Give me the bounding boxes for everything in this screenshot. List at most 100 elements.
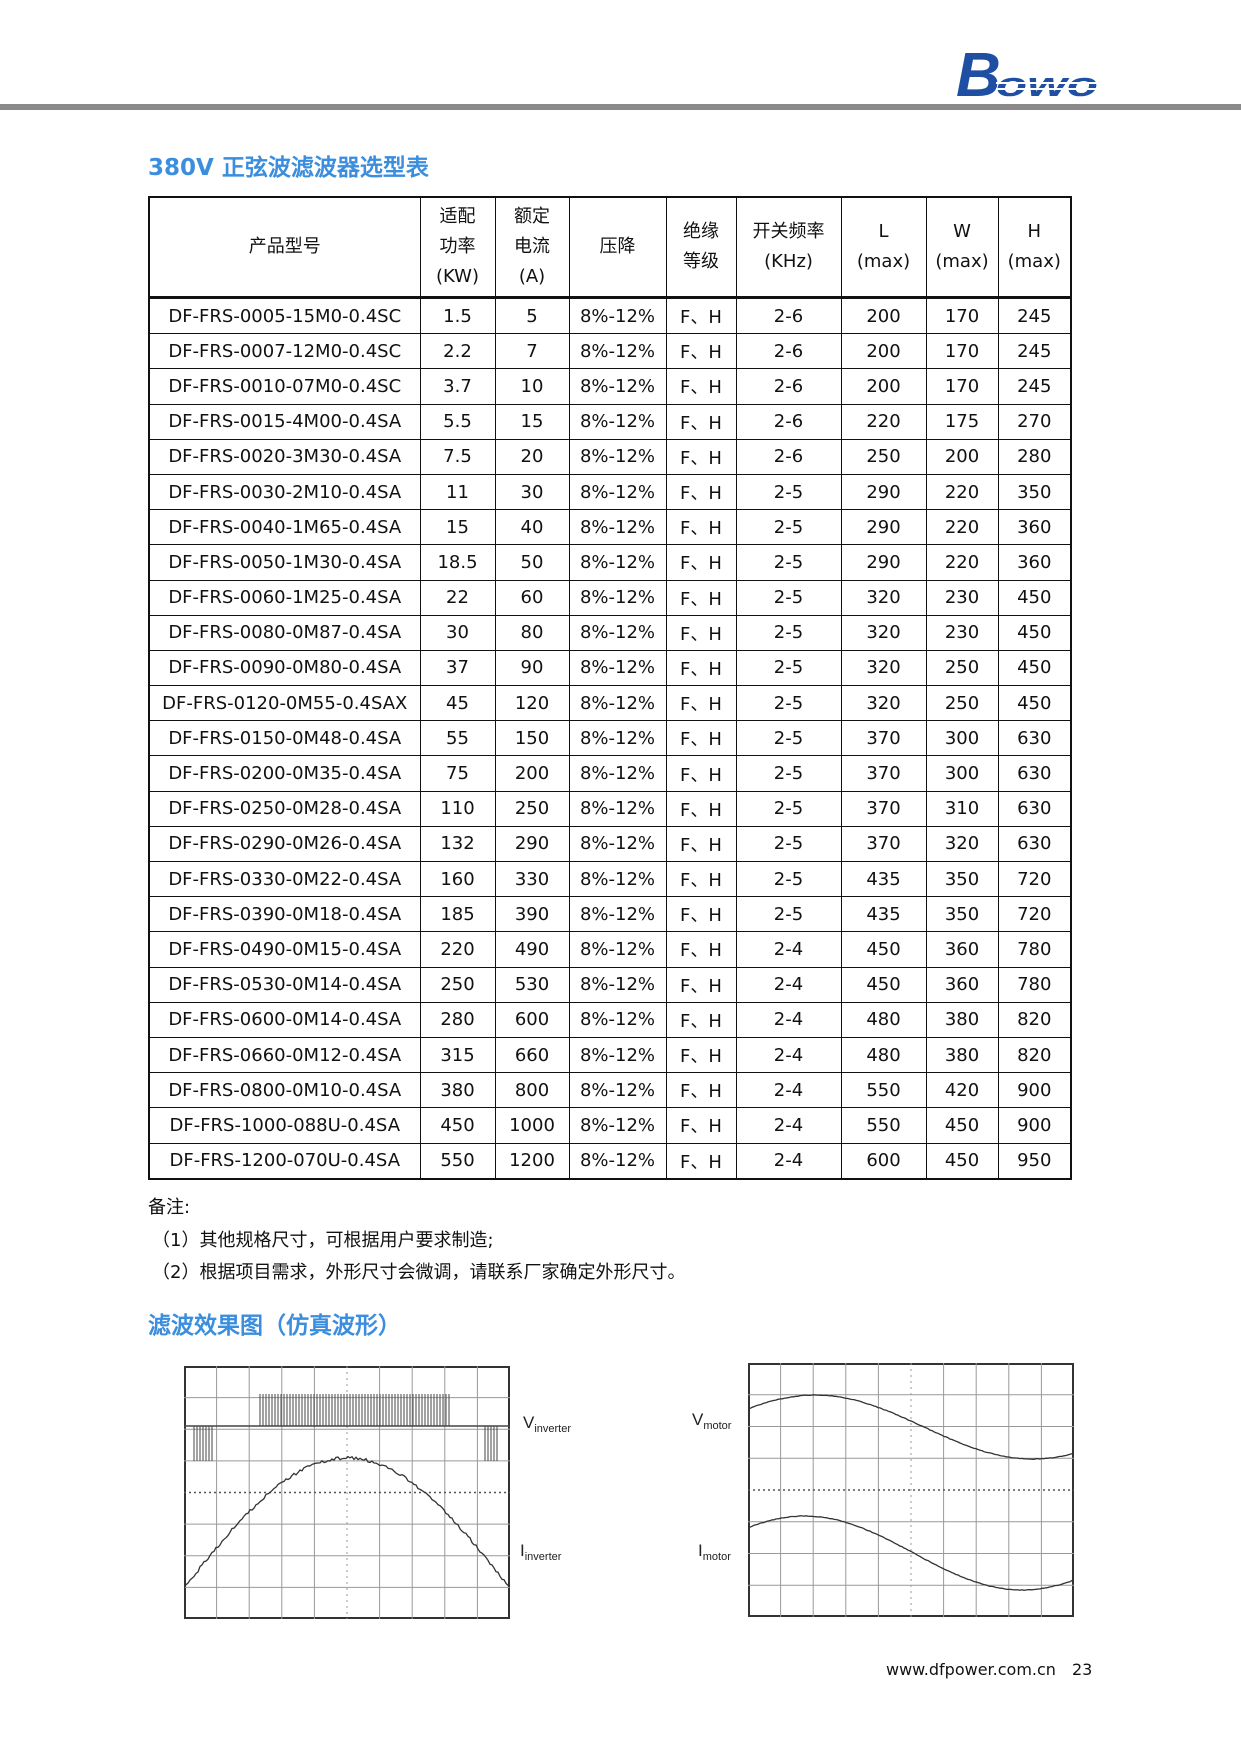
table-cell: 2-6 bbox=[736, 298, 841, 334]
inverter-waveform-scope bbox=[184, 1366, 510, 1619]
table-cell: DF-FRS-0050-1M30-0.4SA bbox=[149, 545, 420, 580]
table-cell: DF-FRS-0150-0M48-0.4SA bbox=[149, 721, 420, 756]
table-cell: 630 bbox=[998, 791, 1071, 826]
table-cell: 2-5 bbox=[736, 756, 841, 791]
table-row: DF-FRS-0060-1M25-0.4SA 22 60 8%-12% F、H 2-5 32… bbox=[149, 580, 1071, 615]
table-cell: 8%-12% bbox=[569, 474, 666, 509]
table-cell: 290 bbox=[495, 826, 569, 861]
table-cell: 2-5 bbox=[736, 721, 841, 756]
column-header-line: (max) bbox=[927, 247, 998, 277]
table-cell: F、H bbox=[666, 897, 736, 932]
table-cell: 480 bbox=[841, 1037, 926, 1072]
table-cell: 1000 bbox=[495, 1108, 569, 1143]
table-cell: 450 bbox=[841, 932, 926, 967]
table-cell: 8%-12% bbox=[569, 1037, 666, 1072]
table-cell: 8%-12% bbox=[569, 298, 666, 334]
column-header: 绝缘 等级 bbox=[666, 197, 736, 298]
table-cell: 120 bbox=[495, 686, 569, 721]
table-cell: F、H bbox=[666, 791, 736, 826]
table-cell: DF-FRS-0090-0M80-0.4SA bbox=[149, 650, 420, 685]
table-cell: 370 bbox=[841, 756, 926, 791]
table-row: DF-FRS-0007-12M0-0.4SC 2.2 7 8%-12% F、H 2-6 20… bbox=[149, 334, 1071, 369]
column-header: L (max) bbox=[841, 197, 926, 298]
table-row: DF-FRS-0150-0M48-0.4SA 55 150 8%-12% F、H 2-5 3… bbox=[149, 721, 1071, 756]
table-cell: 18.5 bbox=[420, 545, 495, 580]
table-cell: 15 bbox=[420, 510, 495, 545]
table-cell: 2-5 bbox=[736, 474, 841, 509]
table-cell: 8%-12% bbox=[569, 439, 666, 474]
column-header: 压降 bbox=[569, 197, 666, 298]
table-cell: F、H bbox=[666, 334, 736, 369]
table-row: DF-FRS-0090-0M80-0.4SA 37 90 8%-12% F、H 2-5 32… bbox=[149, 650, 1071, 685]
table-cell: 245 bbox=[998, 334, 1071, 369]
table-cell: 220 bbox=[926, 510, 998, 545]
table-cell: F、H bbox=[666, 580, 736, 615]
table-cell: 2-4 bbox=[736, 1002, 841, 1037]
column-header-line: (max) bbox=[842, 247, 926, 277]
table-cell: 320 bbox=[841, 615, 926, 650]
table-cell: 2-5 bbox=[736, 615, 841, 650]
table-cell: 435 bbox=[841, 862, 926, 897]
table-cell: F、H bbox=[666, 404, 736, 439]
table-cell: 2.2 bbox=[420, 334, 495, 369]
table-cell: F、H bbox=[666, 686, 736, 721]
header-rule bbox=[0, 104, 1241, 110]
table-cell: 350 bbox=[998, 474, 1071, 509]
table-cell: F、H bbox=[666, 1143, 736, 1179]
table-cell: 350 bbox=[926, 862, 998, 897]
table-cell: 170 bbox=[926, 334, 998, 369]
footer-website[interactable]: www.dfpower.com.cn bbox=[886, 1660, 1056, 1679]
column-header-line: 产品型号 bbox=[150, 232, 420, 262]
table-cell: 40 bbox=[495, 510, 569, 545]
table-row: DF-FRS-0490-0M15-0.4SA 220 490 8%-12% F、H 2-4… bbox=[149, 932, 1071, 967]
table-cell: 8%-12% bbox=[569, 580, 666, 615]
table-cell: 75 bbox=[420, 756, 495, 791]
column-header-line: L bbox=[842, 217, 926, 247]
table-cell: F、H bbox=[666, 298, 736, 334]
table-cell: 245 bbox=[998, 369, 1071, 404]
table-cell: 8%-12% bbox=[569, 510, 666, 545]
table-cell: DF-FRS-0800-0M10-0.4SA bbox=[149, 1073, 420, 1108]
column-header-line: (max) bbox=[999, 247, 1071, 277]
table-cell: 450 bbox=[841, 967, 926, 1002]
table-cell: 30 bbox=[495, 474, 569, 509]
table-cell: 132 bbox=[420, 826, 495, 861]
table-row: DF-FRS-0005-15M0-0.4SC 1.5 5 8%-12% F、H 2-6 20… bbox=[149, 298, 1071, 334]
table-cell: F、H bbox=[666, 1037, 736, 1072]
column-header: 开关频率 (KHz) bbox=[736, 197, 841, 298]
table-cell: 80 bbox=[495, 615, 569, 650]
table-cell: 8%-12% bbox=[569, 967, 666, 1002]
table-cell: 630 bbox=[998, 826, 1071, 861]
table-row: DF-FRS-0530-0M14-0.4SA 250 530 8%-12% F、H 2-4… bbox=[149, 967, 1071, 1002]
table-cell: 380 bbox=[926, 1002, 998, 1037]
table-cell: F、H bbox=[666, 439, 736, 474]
table-cell: 8%-12% bbox=[569, 932, 666, 967]
table-cell: 250 bbox=[841, 439, 926, 474]
bowo-logo: B owo bbox=[956, 44, 1101, 100]
table-cell: DF-FRS-0330-0M22-0.4SA bbox=[149, 862, 420, 897]
table-cell: 8%-12% bbox=[569, 686, 666, 721]
table-cell: 15 bbox=[495, 404, 569, 439]
table-cell: 8%-12% bbox=[569, 1002, 666, 1037]
table-cell: 170 bbox=[926, 369, 998, 404]
table-cell: 230 bbox=[926, 580, 998, 615]
table-cell: DF-FRS-0660-0M12-0.4SA bbox=[149, 1037, 420, 1072]
table-cell: 370 bbox=[841, 826, 926, 861]
table-cell: DF-FRS-0060-1M25-0.4SA bbox=[149, 580, 420, 615]
table-cell: F、H bbox=[666, 510, 736, 545]
table-cell: 50 bbox=[495, 545, 569, 580]
table-row: DF-FRS-0600-0M14-0.4SA 280 600 8%-12% F、H 2-4… bbox=[149, 1002, 1071, 1037]
table-cell: 8%-12% bbox=[569, 615, 666, 650]
table-cell: 37 bbox=[420, 650, 495, 685]
table-cell: 8%-12% bbox=[569, 862, 666, 897]
table-cell: 200 bbox=[495, 756, 569, 791]
table-cell: 2-5 bbox=[736, 791, 841, 826]
table-cell: F、H bbox=[666, 967, 736, 1002]
table-cell: 245 bbox=[998, 298, 1071, 334]
table-row: DF-FRS-0080-0M87-0.4SA 30 80 8%-12% F、H 2-5 32… bbox=[149, 615, 1071, 650]
table-row: DF-FRS-0040-1M65-0.4SA 15 40 8%-12% F、H 2-5 29… bbox=[149, 510, 1071, 545]
table-cell: 2-4 bbox=[736, 1073, 841, 1108]
table-cell: 1200 bbox=[495, 1143, 569, 1179]
column-header: 适配 功率 (KW) bbox=[420, 197, 495, 298]
table-cell: 660 bbox=[495, 1037, 569, 1072]
